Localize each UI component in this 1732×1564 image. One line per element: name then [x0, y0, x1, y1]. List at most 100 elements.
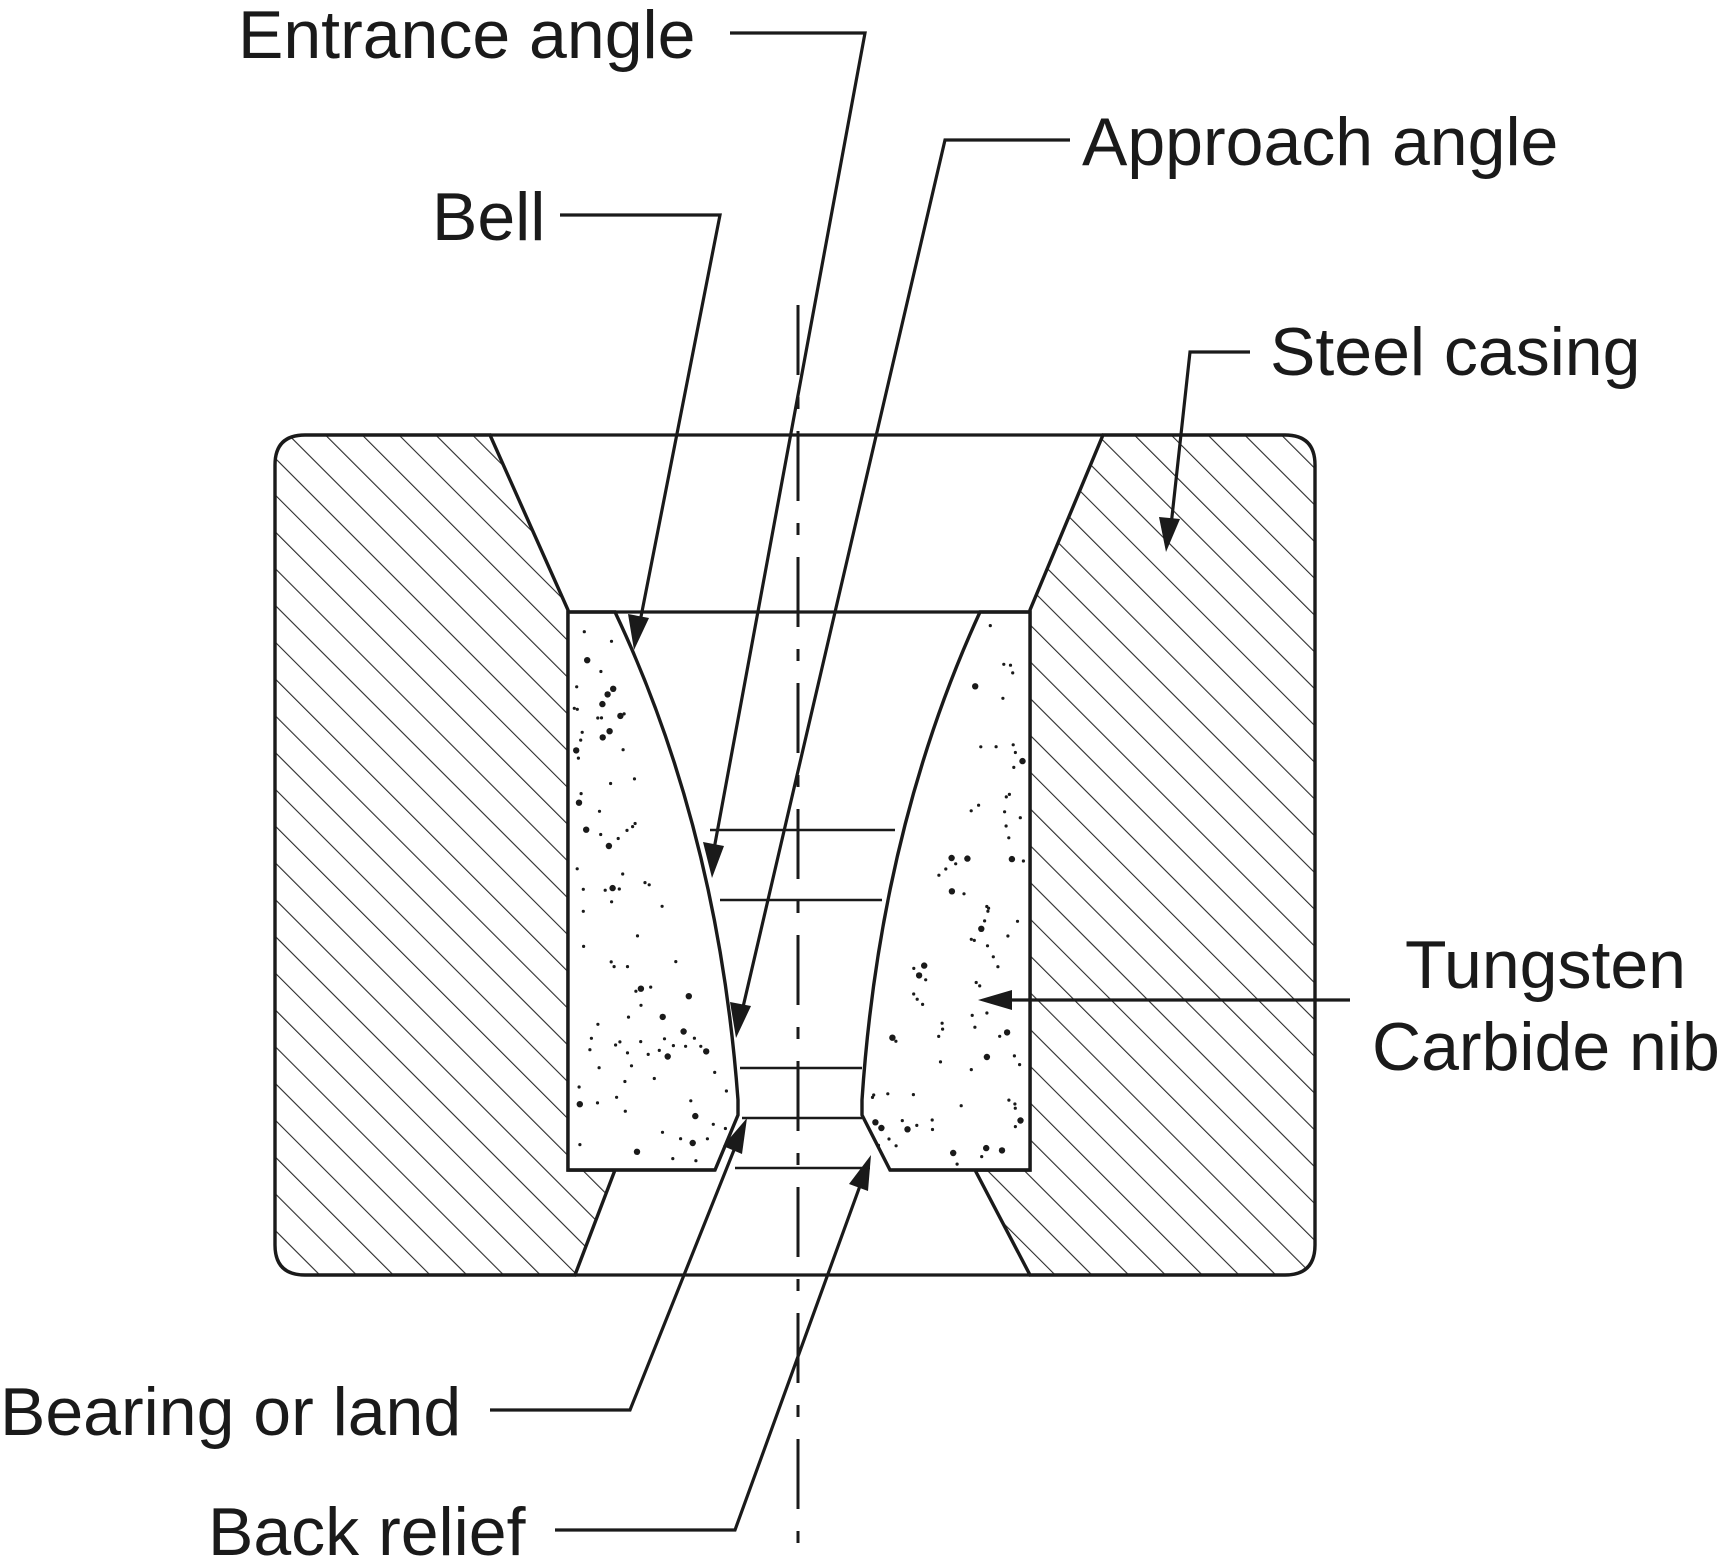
stipple-dot	[646, 1052, 650, 1056]
steel-casing	[273, 433, 1317, 1277]
stipple-dot	[1008, 855, 1016, 863]
stipple-dot	[959, 1104, 963, 1108]
stipple-dot	[689, 1099, 693, 1103]
stipple-dot	[937, 873, 941, 877]
stipple-dot	[575, 707, 579, 711]
stipple-dot	[937, 1034, 941, 1038]
stipple-dot	[964, 855, 971, 862]
steel-casing-right	[972, 433, 1317, 1277]
stipple-dot	[985, 1011, 989, 1015]
stipple-dot	[886, 1092, 890, 1096]
label-entrance-angle: Entrance angle	[238, 0, 695, 73]
stipple-dot	[618, 1040, 622, 1044]
stipple-dot	[609, 884, 616, 892]
stipple-dot	[577, 1085, 581, 1089]
stipple-dot	[1002, 662, 1006, 666]
stipple-dot	[1003, 810, 1007, 814]
stipple-dot	[692, 1112, 699, 1120]
stipple-dot	[994, 745, 998, 749]
nib-right	[860, 610, 1032, 1172]
stipple-dot	[671, 1157, 675, 1161]
stipple-dot	[582, 944, 586, 949]
stipple-dot	[1011, 743, 1015, 747]
stipple-dot	[664, 1053, 671, 1060]
stipple-dot	[626, 1015, 631, 1019]
stipple-dot	[674, 960, 678, 964]
stipple-dot	[572, 706, 576, 710]
stipple-dot	[870, 1095, 875, 1099]
leader-approach-angle	[738, 138, 1070, 1021]
stipple-dot	[912, 966, 916, 971]
stipple-dot	[599, 700, 606, 708]
tungsten-carbide-nib	[566, 610, 1032, 1172]
stipple-dot	[599, 832, 603, 837]
stipple-dot	[887, 1137, 891, 1141]
stipple-dot	[596, 1022, 600, 1026]
stipple-dot	[713, 1070, 717, 1074]
stipple-dot	[998, 1147, 1006, 1154]
stipple-dot	[1018, 816, 1022, 820]
stipple-dot	[596, 716, 600, 720]
label-carbide-nib: Carbide nib	[1372, 1009, 1720, 1085]
stipple-dot	[924, 978, 928, 982]
stipple-dot	[578, 1143, 582, 1147]
stipple-dot	[597, 1066, 601, 1070]
stipple-dot	[615, 1095, 619, 1099]
stipple-dot	[621, 872, 625, 876]
stipple-dot	[647, 883, 651, 887]
stipple-dot	[876, 1143, 881, 1147]
stipple-dot	[705, 1137, 710, 1141]
stipple-dot	[1013, 1106, 1017, 1110]
stipple-dot	[986, 909, 990, 913]
stipple-dot	[579, 792, 583, 796]
stipple-dot	[889, 1034, 896, 1041]
stipple-dot	[635, 934, 640, 938]
stipple-dot	[588, 1048, 592, 1052]
stipple-dot	[1017, 1117, 1024, 1124]
stipple-dot	[1013, 1102, 1017, 1106]
stipple-dot	[625, 1051, 630, 1055]
stipple-dot	[662, 1037, 667, 1041]
stipple-dot	[972, 938, 976, 943]
leader-bell	[560, 213, 722, 633]
stipple-dot	[599, 669, 603, 674]
stipple-dot	[1015, 919, 1020, 923]
stipple-dot	[983, 1053, 991, 1061]
stipple-dot	[894, 1039, 898, 1043]
stipple-dot	[1004, 824, 1008, 828]
stipple-dot	[948, 854, 955, 862]
stipple-dot	[872, 1093, 876, 1097]
label-bearing-or-land: Bearing or land	[0, 1374, 461, 1450]
stipple-dot	[921, 962, 928, 969]
stipple-dot	[609, 960, 613, 964]
leader-entrance-angle	[710, 31, 867, 861]
nib-left	[566, 610, 740, 1172]
stipple-dot	[649, 985, 653, 989]
stipple-dot	[921, 1002, 925, 1007]
stipple-dot	[584, 657, 591, 664]
label-tungsten: Tungsten	[1405, 927, 1686, 1003]
stipple-dot	[1011, 671, 1015, 675]
stipple-dot	[1007, 836, 1011, 840]
stipple-dot	[1018, 1063, 1022, 1067]
stipple-dot	[575, 867, 579, 871]
stipple-dot	[616, 836, 620, 841]
nib-stipple	[572, 624, 1026, 1166]
stipple-dot	[605, 842, 613, 850]
stipple-dot	[950, 1149, 957, 1157]
label-approach-angle: Approach angle	[1082, 104, 1558, 180]
leader-lines	[490, 31, 1350, 1532]
stipple-dot	[969, 937, 973, 941]
stipple-dot	[610, 900, 614, 904]
stipple-dot	[983, 919, 987, 923]
stipple-dot	[894, 1144, 898, 1148]
label-back-relief: Back relief	[208, 1494, 526, 1564]
stipple-dot	[911, 1093, 916, 1097]
stipple-dot	[962, 892, 966, 896]
stipple-dot	[581, 909, 585, 913]
stipple-dot	[1012, 765, 1016, 770]
stipple-dot	[694, 1159, 698, 1163]
stipple-dot	[972, 683, 979, 690]
stipple-dot	[724, 1089, 729, 1093]
